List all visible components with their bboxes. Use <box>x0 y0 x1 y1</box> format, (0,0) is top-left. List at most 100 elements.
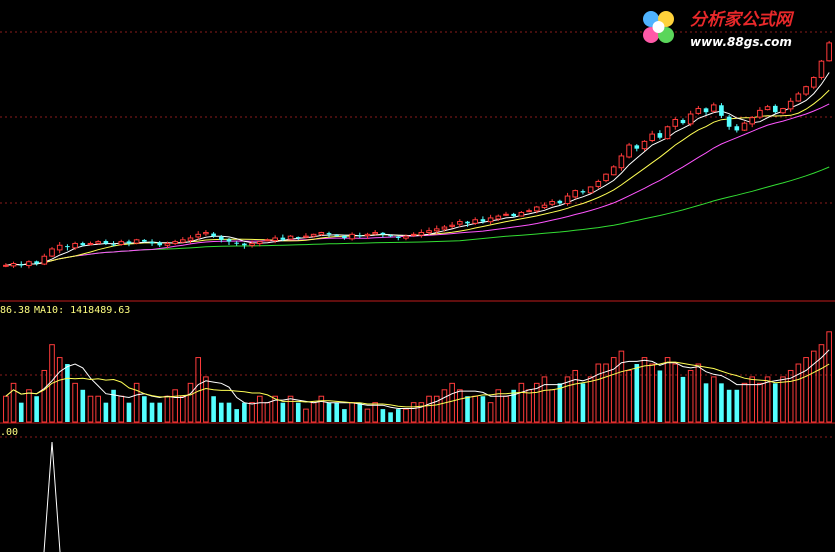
candle-up <box>433 228 440 232</box>
logo-title: 分析家公式网 <box>690 10 795 30</box>
candle-up <box>572 190 579 198</box>
candle-up <box>549 201 555 205</box>
volume-bar-down <box>226 402 232 422</box>
candle-down <box>111 244 116 246</box>
candle-up <box>526 210 532 213</box>
candle-up <box>303 235 309 238</box>
volume-bar-up <box>180 395 186 423</box>
candle-up <box>26 261 32 267</box>
candle-up <box>441 226 448 230</box>
candle-down <box>342 235 347 238</box>
candle-up <box>449 224 455 227</box>
price-panel <box>3 40 832 269</box>
volume-bar-up <box>349 402 355 423</box>
candle-down <box>734 126 740 131</box>
candle-up <box>741 122 748 131</box>
candle-down <box>157 242 163 246</box>
volume-bar-up <box>780 376 786 423</box>
volume-bar-down <box>295 402 301 422</box>
candle-up <box>41 255 48 265</box>
volume-bar-up <box>764 376 771 423</box>
volume-bar-down <box>357 402 363 422</box>
volume-bar-down <box>218 402 224 422</box>
volume-bar-down <box>734 389 740 422</box>
volume-bar-up <box>826 331 832 423</box>
volume-bar-up <box>133 382 140 423</box>
volume-bar-up <box>10 382 17 423</box>
candle-up <box>426 230 432 234</box>
volume-bar-up <box>687 369 694 423</box>
volume-bar-up <box>418 402 425 423</box>
candle-up <box>687 113 694 125</box>
volume-bar-up <box>695 363 702 423</box>
candle-down <box>465 221 470 224</box>
candle-up <box>533 206 540 212</box>
candle-down <box>142 239 147 242</box>
volume-bar-up <box>549 389 555 423</box>
candle-down <box>634 145 640 149</box>
volume-bar-up <box>487 402 494 423</box>
candle-down <box>280 237 286 240</box>
volume-bar-down <box>126 402 132 422</box>
volume-ma10-line <box>5 361 830 408</box>
volume-bar-up <box>287 395 294 423</box>
candle-up <box>610 166 617 176</box>
volume-bar-up <box>472 395 479 423</box>
volume-ma10-label: MA10: 1418489.63 <box>34 305 130 316</box>
candle-down <box>395 236 401 238</box>
volume-bar-down <box>719 383 724 422</box>
volume-bar-up <box>803 357 809 423</box>
candle-up <box>672 118 679 127</box>
candle-down <box>703 108 709 113</box>
volume-bar-up <box>541 376 548 423</box>
flower-logo-icon <box>643 11 674 43</box>
candle-up <box>641 140 648 150</box>
volume-bar-down <box>634 364 640 422</box>
candle-down <box>326 233 332 235</box>
volume-bar-up <box>95 395 101 423</box>
volume-bar-up <box>564 376 571 423</box>
candle-up <box>503 213 509 216</box>
candle-down <box>218 236 224 240</box>
candle-up <box>787 100 794 110</box>
volume-ma5-line <box>5 349 830 409</box>
volume-bar-down <box>342 409 347 422</box>
indicator-spike-line <box>43 441 61 552</box>
candle-down <box>726 116 732 127</box>
candle-up <box>564 195 571 205</box>
candle-up <box>649 133 655 142</box>
volume-bar-up <box>318 395 325 423</box>
volume-bar-down <box>103 402 109 422</box>
volume-bar-up <box>664 357 671 423</box>
candle-up <box>603 173 609 182</box>
volume-bar-up <box>264 402 271 423</box>
volume-bar-down <box>511 389 516 422</box>
volume-bar-down <box>149 402 155 422</box>
candle-up <box>318 232 325 235</box>
volume-bar-up <box>187 382 194 423</box>
candle-up <box>618 155 625 169</box>
volume-bar-down <box>580 383 586 422</box>
candle-down <box>511 213 516 217</box>
volume-bar-down <box>480 396 486 422</box>
price-ma10-line <box>5 89 830 266</box>
volume-bar-up <box>172 389 178 423</box>
volume-bar-up <box>118 395 125 423</box>
candle-up <box>203 232 209 235</box>
volume-bar-up <box>26 389 32 423</box>
volume-bar-up <box>626 369 632 423</box>
candle-down <box>149 241 155 244</box>
volume-bar-up <box>533 382 540 423</box>
candle-up <box>256 241 263 245</box>
candle-up <box>187 237 194 241</box>
volume-bar-down <box>557 383 563 422</box>
volume-bar-up <box>503 395 509 423</box>
volume-bar-up <box>672 363 679 423</box>
panel-labels: 86.38 MA10: 1418489.63 .00 <box>0 305 130 438</box>
candle-up <box>264 239 271 242</box>
volume-bar-up <box>641 357 648 423</box>
candle-up <box>764 106 771 111</box>
candle-down <box>103 241 109 244</box>
candle-up <box>803 86 809 95</box>
volume-bar-up <box>303 408 309 423</box>
